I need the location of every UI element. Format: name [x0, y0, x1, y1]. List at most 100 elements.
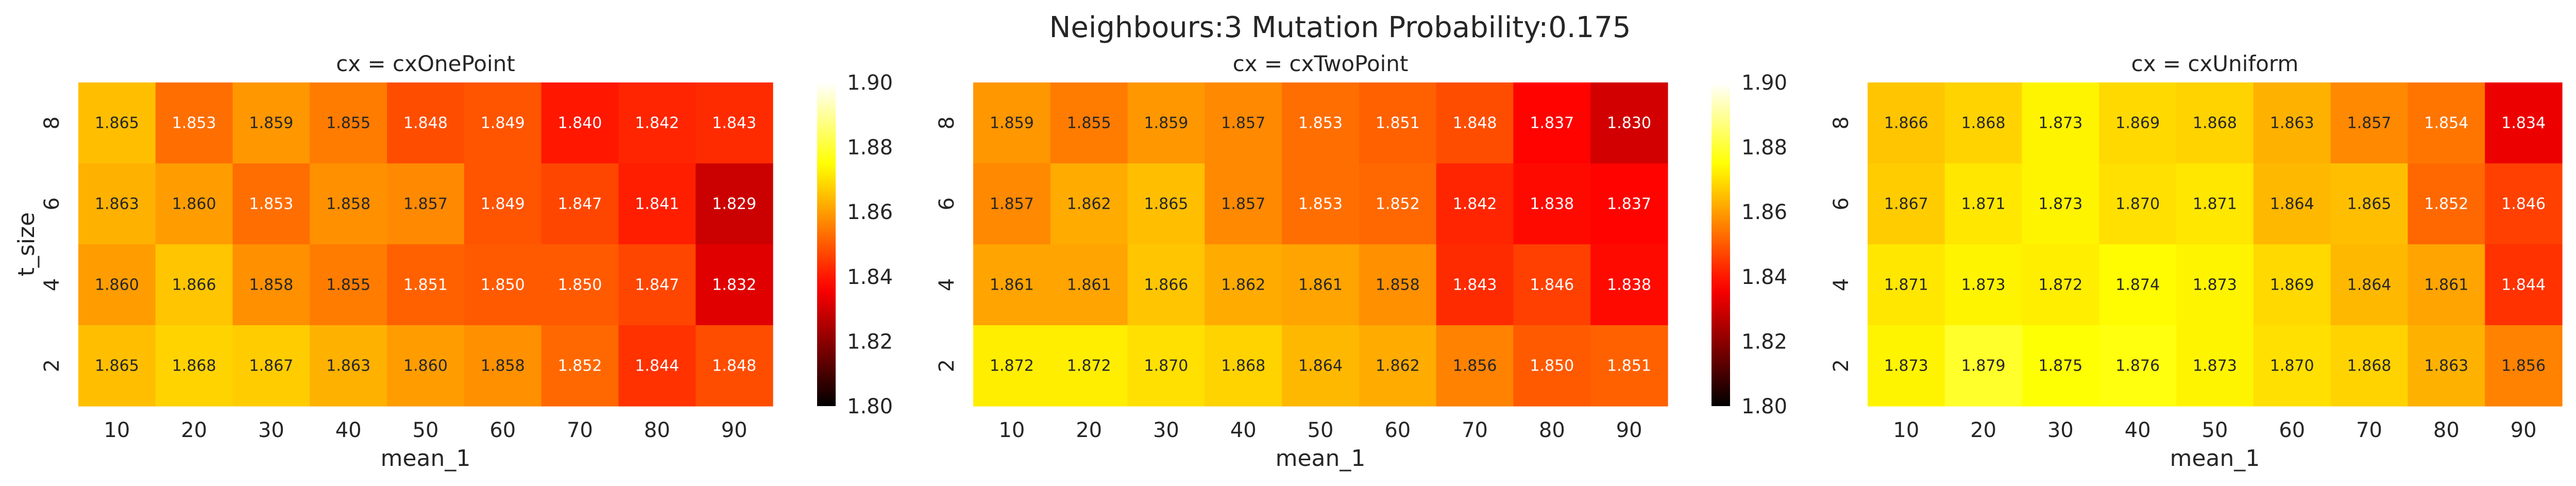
cell-value-label: 1.838 [1530, 195, 1574, 213]
heatmap-cell [1127, 163, 1205, 245]
heatmap-cell [2253, 325, 2331, 407]
cell-value-label: 1.850 [558, 276, 602, 294]
x-tick-label: 40 [2125, 418, 2151, 442]
colorbar: 1.80 1.82 1.84 1.86 1.88 1.90 [817, 71, 893, 418]
heatmap-cell [78, 325, 156, 407]
y-tick-label: 8 [935, 116, 959, 129]
heatmap-cell [1127, 325, 1205, 407]
cell-value-label: 1.852 [558, 357, 602, 375]
x-tick-label: 90 [2511, 418, 2537, 442]
heatmap-cell [232, 244, 310, 326]
cell-value-label: 1.872 [1067, 357, 1111, 375]
x-axis-label: mean_1 [1276, 445, 1366, 472]
cell-value-label: 1.858 [249, 276, 293, 294]
heatmap-cell [464, 82, 542, 164]
x-tick-label: 50 [413, 418, 439, 442]
heatmap-cell [2330, 163, 2409, 245]
x-tick-label: 60 [1384, 418, 1411, 442]
cell-value-label: 1.842 [635, 114, 679, 132]
heatmap-cell [541, 163, 619, 245]
x-tick-label: 30 [258, 418, 284, 442]
cell-value-label: 1.868 [2193, 114, 2237, 132]
colorbar-tick-label: 1.84 [1741, 265, 1787, 289]
heatmap-cell [696, 325, 773, 407]
cell-value-label: 1.872 [990, 357, 1034, 375]
heatmap-cell [155, 82, 233, 164]
heatmap-cell [155, 163, 233, 245]
cell-value-label: 1.840 [558, 114, 602, 132]
cell-value-label: 1.860 [403, 357, 448, 375]
heatmap-cell [1590, 163, 1668, 245]
cell-value-label: 1.873 [1961, 276, 2006, 294]
cell-value-label: 1.847 [558, 195, 602, 213]
heatmap-cell [1590, 325, 1668, 407]
heatmap-cell [1944, 163, 2023, 245]
cell-value-label: 1.860 [95, 276, 139, 294]
cell-value-label: 1.837 [1530, 114, 1574, 132]
heatmap-cell [464, 163, 542, 245]
heatmap-cell [2253, 244, 2331, 326]
cell-value-label: 1.871 [1961, 195, 2006, 213]
cell-value-label: 1.864 [2270, 195, 2314, 213]
x-tick-label: 20 [1970, 418, 1996, 442]
cell-value-label: 1.861 [2424, 276, 2468, 294]
cell-value-label: 1.855 [1067, 114, 1111, 132]
x-axis-label: mean_1 [2170, 445, 2260, 472]
cell-value-label: 1.871 [1884, 276, 1928, 294]
cell-value-label: 1.869 [2270, 276, 2314, 294]
heatmap-cell [2485, 325, 2563, 407]
cell-value-label: 1.858 [1376, 276, 1420, 294]
heatmap-cell [1282, 163, 1360, 245]
heatmap-cell [2099, 163, 2177, 245]
cell-value-label: 1.870 [2270, 357, 2314, 375]
cell-value-label: 1.858 [326, 195, 370, 213]
cell-value-label: 1.873 [2038, 195, 2082, 213]
cell-value-label: 1.851 [1376, 114, 1420, 132]
cell-value-label: 1.864 [1298, 357, 1343, 375]
cell-value-label: 1.873 [2193, 357, 2237, 375]
heatmap-cell [1868, 325, 1945, 407]
cell-value-label: 1.857 [2347, 114, 2392, 132]
x-tick-label: 40 [1230, 418, 1257, 442]
heatmap-cell [1282, 325, 1360, 407]
cell-value-label: 1.855 [326, 276, 370, 294]
heatmap-cell [696, 163, 773, 245]
cell-value-label: 1.876 [2115, 357, 2160, 375]
heatmap-cell [155, 325, 233, 407]
heatmap-cell [1513, 244, 1591, 326]
cell-value-label: 1.870 [2115, 195, 2160, 213]
cell-value-label: 1.832 [712, 276, 756, 294]
heatmap-cell [387, 325, 465, 407]
cell-value-label: 1.849 [481, 114, 525, 132]
x-tick-label: 80 [644, 418, 670, 442]
cell-value-label: 1.879 [1961, 357, 2006, 375]
heatmap-cell [618, 325, 696, 407]
heatmap-cell [1050, 244, 1128, 326]
colorbar-tick-label: 1.90 [1741, 71, 1787, 95]
cell-value-label: 1.873 [2038, 114, 2082, 132]
cell-value-label: 1.848 [712, 357, 756, 375]
heatmap-cell [232, 325, 310, 407]
cell-value-label: 1.859 [249, 114, 293, 132]
cell-value-label: 1.847 [635, 276, 679, 294]
x-tick-label: 30 [2047, 418, 2074, 442]
cell-value-label: 1.866 [1144, 276, 1188, 294]
cell-value-label: 1.874 [2115, 276, 2160, 294]
x-tick-label: 70 [1462, 418, 1488, 442]
y-tick-label: 4 [1829, 278, 1853, 291]
cell-value-label: 1.868 [2347, 357, 2392, 375]
y-tick-label: 8 [1829, 116, 1853, 129]
x-tick-label: 20 [181, 418, 207, 442]
cell-value-label: 1.834 [2501, 114, 2546, 132]
x-tick-label: 90 [1616, 418, 1642, 442]
colorbar-tick-label: 1.84 [847, 265, 893, 289]
cell-value-label: 1.868 [1221, 357, 1265, 375]
heatmap-cell [2022, 325, 2099, 407]
panel-title: cx = cxOnePoint [336, 51, 515, 76]
heatmap-cell [78, 244, 156, 326]
cell-value-label: 1.830 [1607, 114, 1651, 132]
cell-value-label: 1.843 [1453, 276, 1497, 294]
y-tick-label: 6 [1829, 197, 1853, 210]
colorbar-tick-label: 1.80 [847, 395, 893, 418]
